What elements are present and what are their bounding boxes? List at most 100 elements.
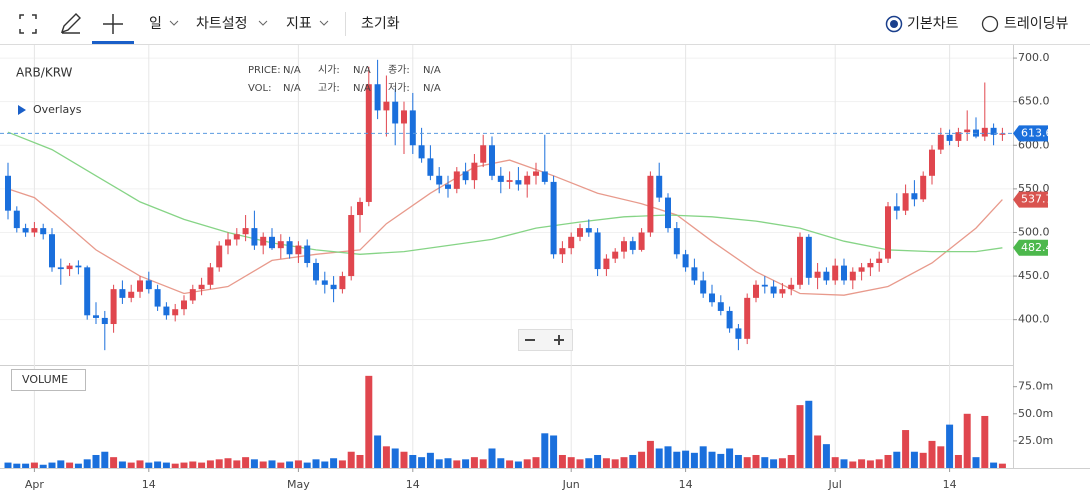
- chevron: [319, 20, 329, 26]
- volume-bar: [620, 457, 628, 468]
- volume-bar: [858, 459, 866, 468]
- volume-bar: [286, 461, 294, 468]
- last-price-tag: [1013, 125, 1048, 142]
- info-label: PRICE:: [248, 65, 281, 76]
- candle-body: [867, 262, 874, 268]
- volume-bar: [805, 400, 813, 468]
- volume-bar: [902, 430, 910, 468]
- volume-bar: [259, 461, 267, 468]
- candle-body: [629, 241, 636, 250]
- volume-bar: [224, 458, 232, 468]
- candle-body: [172, 309, 179, 316]
- reset-button[interactable]: 초기화: [361, 16, 400, 32]
- zoom-box: [518, 329, 573, 351]
- indicator-menu[interactable]: 지표: [286, 16, 312, 32]
- candle-body: [717, 302, 724, 311]
- period-menu[interactable]: 일: [149, 16, 162, 32]
- volume-bar: [673, 451, 681, 468]
- candle-body: [471, 162, 478, 181]
- volume-bar: [83, 459, 91, 468]
- candle-body: [339, 276, 346, 290]
- volume-bar: [558, 454, 566, 468]
- volume-bar: [101, 451, 109, 468]
- candle-body: [805, 236, 812, 278]
- volume-bar: [998, 463, 1006, 468]
- volume-bar: [884, 454, 892, 468]
- x-tick-label: Jul: [828, 478, 842, 491]
- candle-body: [295, 245, 302, 255]
- volume-bar: [866, 460, 874, 468]
- volume-bar: [347, 451, 355, 468]
- volume-bar: [708, 451, 716, 468]
- volume-bar: [726, 448, 734, 468]
- info-value: N/A: [283, 83, 301, 94]
- volume-tick-label: 50.0m: [1018, 407, 1053, 420]
- x-tick-label: May: [287, 478, 310, 491]
- volume-bar: [356, 454, 364, 468]
- info-label: 종가:: [388, 64, 410, 76]
- volume-bar: [814, 435, 822, 468]
- volume-bar: [488, 448, 496, 468]
- volume-bar: [171, 463, 179, 468]
- candle-body: [233, 234, 240, 240]
- candle-body: [955, 132, 962, 141]
- crosshair-icon[interactable]: [103, 14, 123, 34]
- candle-body: [365, 84, 372, 202]
- volume-bar: [910, 451, 918, 468]
- candle-body: [735, 328, 742, 339]
- x-tick-label: 14: [943, 478, 957, 491]
- volume-bar: [118, 461, 126, 468]
- info-label: VOL:: [248, 83, 271, 94]
- candle-body: [700, 280, 707, 294]
- candle-body: [779, 289, 786, 294]
- volume-bar: [946, 424, 954, 468]
- candle-body: [374, 84, 381, 111]
- basic-chart-option[interactable]: 기본차트: [907, 16, 959, 32]
- candle-body: [489, 145, 495, 176]
- candle-body: [946, 134, 953, 141]
- volume-tick-label: 75.0m: [1018, 380, 1053, 393]
- candle-body: [568, 236, 575, 249]
- volume-bar: [699, 446, 707, 468]
- radio[interactable]: [981, 15, 999, 33]
- overlays-toggle-icon[interactable]: [18, 105, 26, 115]
- candle-body: [929, 149, 935, 176]
- candle-body: [418, 145, 425, 159]
- candle-body: [286, 241, 293, 255]
- candle-body: [577, 228, 583, 237]
- volume-bar: [22, 463, 30, 468]
- volume-bar: [585, 458, 593, 468]
- volume-bar: [400, 451, 408, 468]
- candle-body: [392, 101, 399, 124]
- volume-tick-label: 25.0m: [1018, 434, 1053, 447]
- candle-body: [621, 241, 627, 252]
- chart-settings-menu[interactable]: 차트설정: [196, 16, 248, 32]
- overlay-price-tag: [1013, 239, 1048, 256]
- candle-body: [357, 201, 363, 216]
- volume-bar: [453, 460, 461, 468]
- volume-bar: [444, 458, 452, 468]
- candle-body: [876, 258, 883, 263]
- volume-bar: [875, 459, 883, 468]
- volume-bar: [330, 458, 338, 468]
- candle-body: [13, 210, 20, 229]
- radio-selected[interactable]: [885, 15, 903, 33]
- volume-bar: [321, 461, 329, 468]
- volume-bar: [127, 462, 135, 468]
- volume-bar: [233, 460, 241, 468]
- candle-body: [841, 265, 847, 281]
- volume-bar: [39, 464, 47, 468]
- volume-bar: [532, 457, 540, 468]
- overlays-label[interactable]: Overlays: [33, 103, 82, 116]
- volume-bar: [391, 448, 399, 468]
- candle-body: [22, 228, 29, 233]
- volume-bar: [215, 459, 223, 468]
- draw-icon[interactable]: [60, 13, 81, 34]
- fullscreen-icon[interactable]: [19, 14, 37, 34]
- candle-body: [75, 265, 82, 268]
- volume-bar: [374, 435, 382, 468]
- tradingview-option[interactable]: 트레이딩뷰: [1004, 16, 1069, 32]
- volume-bar: [690, 452, 698, 468]
- candle-body: [119, 289, 126, 298]
- candle-body: [480, 145, 487, 163]
